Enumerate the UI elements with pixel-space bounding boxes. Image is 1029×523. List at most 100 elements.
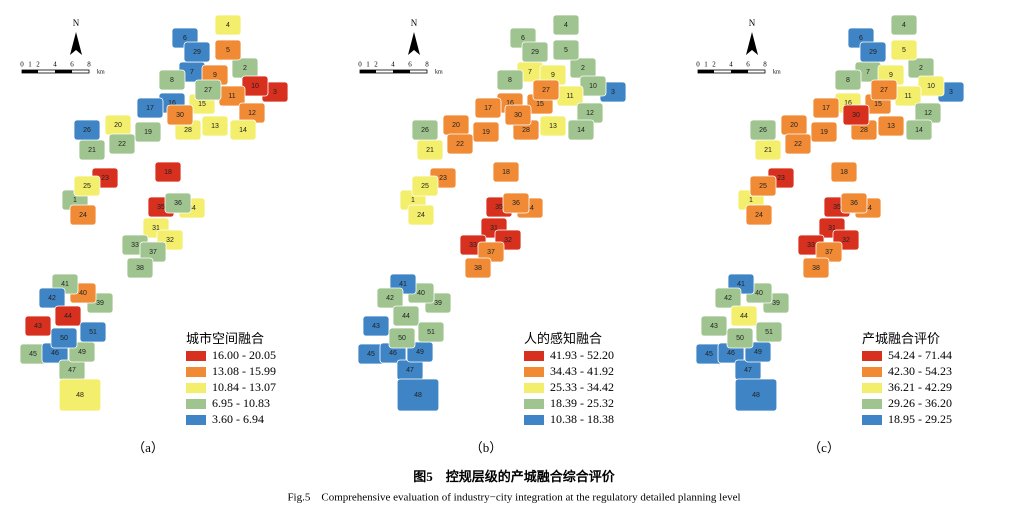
scale-label: 6 bbox=[70, 61, 74, 69]
district bbox=[521, 41, 549, 63]
district-label: 35 bbox=[495, 204, 503, 211]
district-label: 39 bbox=[434, 300, 442, 307]
district bbox=[905, 119, 933, 141]
district bbox=[166, 104, 194, 126]
district-label: 17 bbox=[822, 105, 830, 112]
district-label: 41 bbox=[399, 281, 407, 288]
legend-swatch bbox=[524, 367, 544, 377]
district bbox=[567, 119, 595, 141]
scale-bar bbox=[22, 70, 38, 73]
district-label: 7 bbox=[190, 69, 194, 76]
district-label: 15 bbox=[198, 101, 206, 108]
district bbox=[73, 119, 101, 141]
district-label: 24 bbox=[755, 212, 763, 219]
district-label: 12 bbox=[924, 110, 932, 117]
district bbox=[755, 321, 783, 343]
legend-swatch bbox=[862, 399, 882, 409]
district-label: 16 bbox=[844, 100, 852, 107]
scale-label: 6 bbox=[408, 61, 412, 69]
district-label: 12 bbox=[248, 110, 256, 117]
district-label: 17 bbox=[484, 105, 492, 112]
district-label: 32 bbox=[504, 237, 512, 244]
legend-swatch bbox=[186, 383, 206, 393]
district bbox=[532, 79, 560, 101]
district-label: 20 bbox=[114, 122, 122, 129]
district-label: 42 bbox=[48, 295, 56, 302]
district-label: 1 bbox=[411, 197, 415, 204]
legend-title: 产城融合评价 bbox=[862, 331, 940, 346]
legend-swatch bbox=[524, 383, 544, 393]
scale-label: 4 bbox=[391, 61, 395, 69]
district bbox=[745, 204, 773, 226]
district-label: 9 bbox=[889, 72, 893, 79]
district bbox=[154, 161, 182, 183]
district-label: 38 bbox=[812, 265, 820, 272]
legend-label: 42.30 - 54.23 bbox=[888, 364, 952, 378]
district-label: 45 bbox=[705, 351, 713, 358]
district bbox=[472, 121, 500, 143]
scale-label: 8 bbox=[425, 61, 429, 69]
district bbox=[407, 204, 435, 226]
scale-label: 4 bbox=[729, 61, 733, 69]
district-label: 1 bbox=[73, 197, 77, 204]
district bbox=[504, 104, 532, 126]
district-label: 14 bbox=[915, 127, 923, 134]
district-label: 49 bbox=[78, 349, 86, 356]
district-label: 19 bbox=[482, 129, 490, 136]
district bbox=[474, 97, 502, 119]
scale-bar bbox=[698, 70, 714, 73]
district-label: 12 bbox=[586, 110, 594, 117]
district-label: 4 bbox=[226, 22, 230, 29]
district-label: 48 bbox=[76, 392, 84, 399]
scale-unit: km bbox=[773, 69, 781, 75]
district bbox=[158, 69, 186, 91]
district-label: 43 bbox=[710, 323, 718, 330]
district bbox=[552, 14, 580, 36]
scale-bar bbox=[731, 70, 748, 73]
district-label: 31 bbox=[828, 225, 836, 232]
district bbox=[388, 327, 416, 349]
district-label: 38 bbox=[136, 265, 144, 272]
district bbox=[870, 79, 898, 101]
legend-swatch bbox=[524, 415, 544, 425]
district-label: 15 bbox=[874, 101, 882, 108]
district bbox=[749, 119, 777, 141]
district-label: 33 bbox=[807, 242, 815, 249]
district-label: 10 bbox=[927, 83, 935, 90]
district-label: 6 bbox=[859, 35, 863, 42]
district bbox=[446, 133, 474, 155]
district bbox=[229, 119, 257, 141]
legend-label: 6.95 - 10.83 bbox=[212, 396, 270, 410]
legend-swatch bbox=[862, 367, 882, 377]
legend-swatch bbox=[186, 367, 206, 377]
district bbox=[194, 79, 222, 101]
district-label: 23 bbox=[101, 175, 109, 182]
district-label: 27 bbox=[542, 87, 550, 94]
legend-swatch bbox=[862, 383, 882, 393]
district-label: 18 bbox=[502, 169, 510, 176]
district-label: 9 bbox=[551, 72, 555, 79]
legend-swatch bbox=[524, 399, 544, 409]
district bbox=[201, 115, 229, 137]
district-label: 29 bbox=[193, 49, 201, 56]
panel-label: （a） bbox=[132, 440, 164, 455]
scale-label: 1 bbox=[704, 61, 708, 69]
district-label: 3 bbox=[273, 89, 277, 96]
district-label: 16 bbox=[168, 100, 176, 107]
district bbox=[810, 121, 838, 143]
district bbox=[734, 378, 778, 412]
district-label: 4 bbox=[902, 22, 906, 29]
district-label: 32 bbox=[166, 237, 174, 244]
district-label: 35 bbox=[157, 204, 165, 211]
district-label: 6 bbox=[183, 35, 187, 42]
district-label: 19 bbox=[820, 129, 828, 136]
district-label: 28 bbox=[860, 127, 868, 134]
scale-label: 0 bbox=[20, 61, 24, 69]
district-label: 44 bbox=[64, 313, 72, 320]
district-label: 22 bbox=[118, 141, 126, 148]
district-label: 34 bbox=[526, 205, 534, 212]
district-label: 8 bbox=[170, 77, 174, 84]
district bbox=[411, 175, 439, 197]
district-label: 23 bbox=[777, 175, 785, 182]
district-label: 28 bbox=[522, 127, 530, 134]
